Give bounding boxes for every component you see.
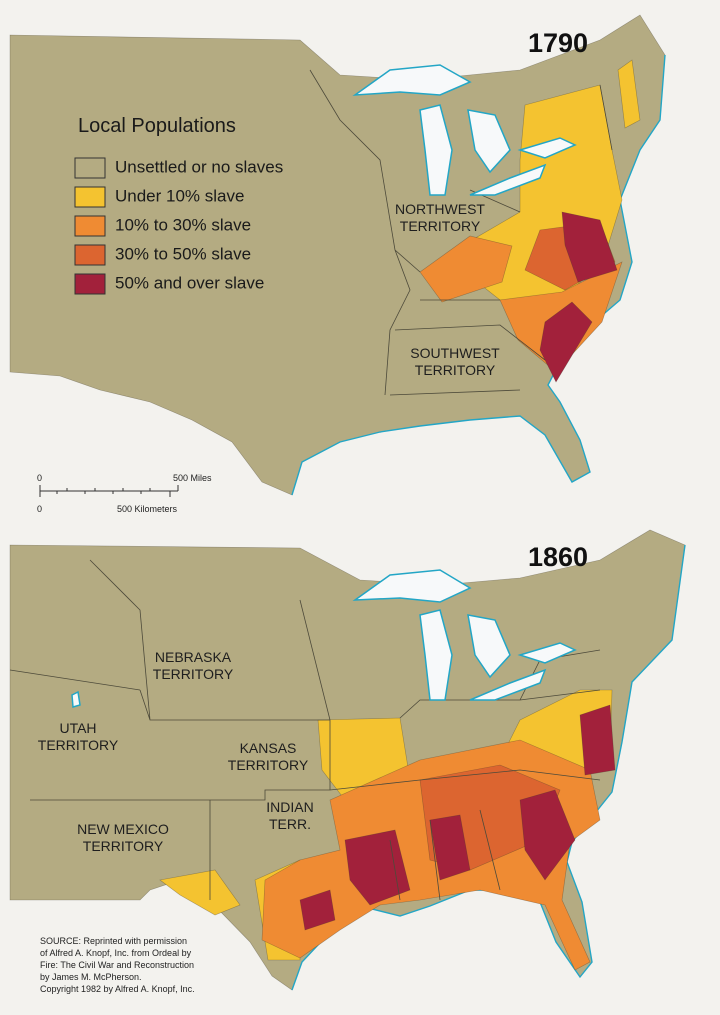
territory-label: NEW MEXICO	[77, 821, 169, 837]
territory-label: TERRITORY	[153, 666, 234, 682]
lake-superior	[352, 64, 472, 96]
territory-label: TERRITORY	[83, 838, 164, 854]
state-border	[309, 69, 613, 396]
legend-label: 10% to 30% slave	[115, 215, 251, 234]
legend-label: Under 10% slave	[115, 186, 244, 205]
legend-label: Unsettled or no slaves	[115, 157, 283, 176]
region	[539, 301, 593, 383]
lake-superior	[352, 569, 472, 603]
legend-swatch	[74, 244, 106, 266]
region	[429, 814, 471, 881]
territory-label: SOUTHWEST	[410, 345, 500, 361]
region	[561, 211, 618, 283]
lake-michigan	[419, 609, 453, 701]
region	[299, 889, 336, 931]
source-line: by James M. McPherson.	[40, 972, 142, 982]
scale-label: 500 Miles	[173, 473, 212, 483]
territory-label: TERRITORY	[415, 362, 496, 378]
lake-ontario	[517, 137, 577, 159]
legend-swatch	[74, 186, 106, 208]
region	[579, 704, 616, 776]
territory-label: NEBRASKA	[155, 649, 232, 665]
source-note: SOURCE: Reprinted with permission of Alfr…	[40, 936, 195, 994]
legend: Local Populations Unsettled or no slaves…	[74, 115, 283, 295]
territory-label: TERRITORY	[228, 757, 309, 773]
great-salt-lake	[71, 690, 81, 708]
territory-label: UTAH	[59, 720, 96, 736]
lake-erie	[469, 668, 547, 701]
territory-label: NORTHWEST	[395, 201, 485, 217]
scale-label: 500 Kilometers	[117, 504, 178, 514]
lake-erie	[469, 163, 547, 196]
territory-label: INDIAN	[266, 799, 313, 815]
region	[344, 829, 411, 906]
lake-huron	[467, 614, 511, 679]
legend-label: 30% to 50% slave	[115, 244, 251, 263]
scale-label: 0	[37, 473, 42, 483]
territory-label: TERR.	[269, 816, 311, 832]
map-year: 1860	[528, 542, 588, 572]
source-line: Fire: The Civil War and Reconstruction	[40, 960, 194, 970]
legend-title: Local Populations	[78, 115, 236, 137]
scale-label: 0	[37, 504, 42, 514]
lake-michigan	[419, 104, 453, 196]
lake-ontario	[517, 642, 577, 664]
legend-swatch	[74, 157, 106, 179]
territory-label: TERRITORY	[400, 218, 481, 234]
source-line: of Alfred A. Knopf, Inc. from Ordeal by	[40, 948, 192, 958]
legend-swatch	[74, 215, 106, 237]
map-year: 1790	[528, 28, 588, 58]
territory-label: KANSAS	[240, 740, 297, 756]
lake-huron	[467, 109, 511, 174]
source-line: Copyright 1982 by Alfred A. Knopf, Inc.	[40, 984, 195, 994]
region	[419, 235, 513, 303]
coastline	[291, 54, 666, 496]
legend-label: 50% and over slave	[115, 273, 264, 292]
scale-ticks	[39, 485, 179, 497]
region	[617, 59, 641, 129]
region	[519, 789, 576, 881]
territory-label: TERRITORY	[38, 737, 119, 753]
map-1790: 1790 NORTHWESTTERRITORYSOUTHWESTTERRITOR…	[9, 14, 666, 496]
source-line: SOURCE: Reprinted with permission	[40, 936, 187, 946]
scale-bar: 0 500 Miles 0 500 Kilometers	[37, 473, 212, 514]
legend-swatch	[74, 273, 106, 295]
region	[159, 869, 241, 916]
